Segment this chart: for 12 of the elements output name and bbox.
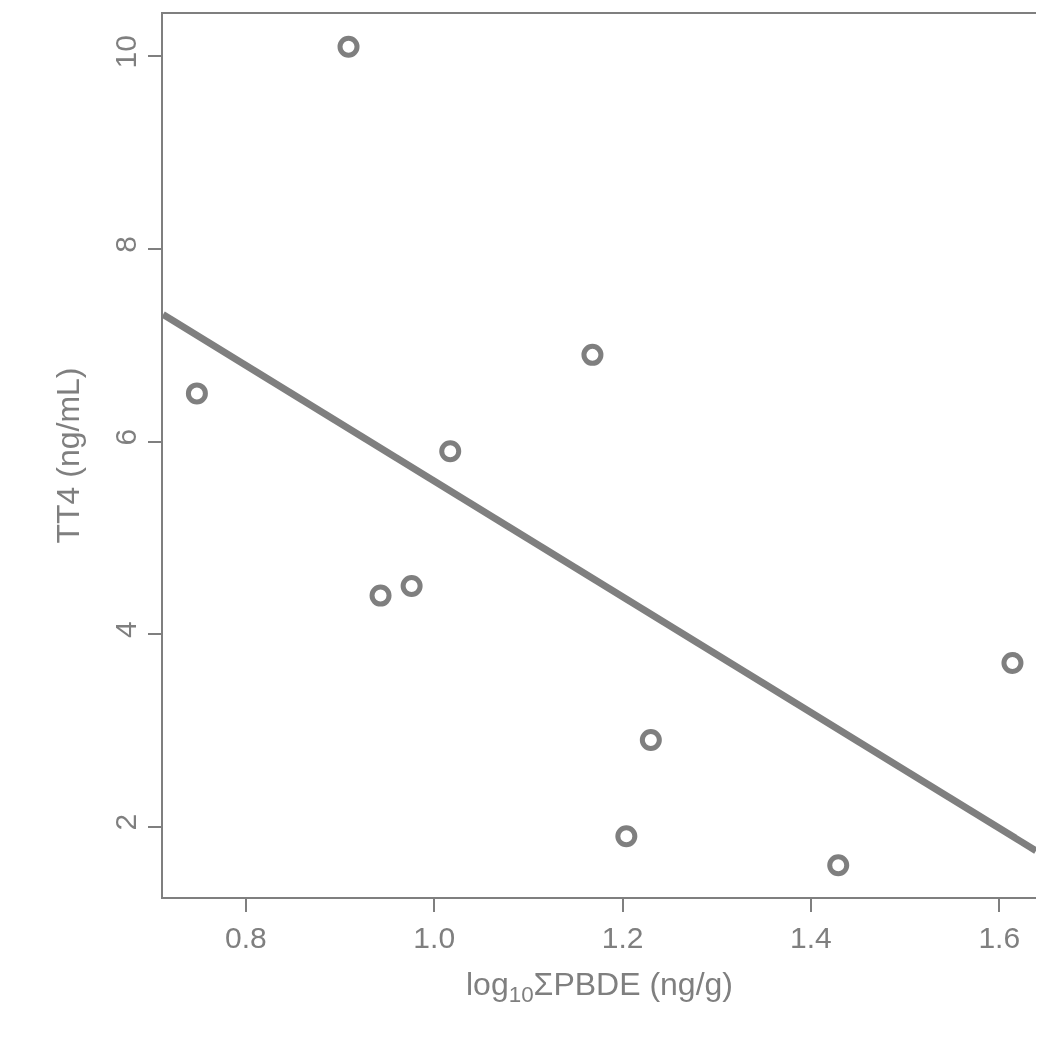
y-tick-label: 10 xyxy=(109,35,143,69)
x-tick-label: 1.6 xyxy=(978,920,1021,954)
x-tick-label: 1.0 xyxy=(413,920,456,954)
x-tick-label: 0.8 xyxy=(225,920,267,954)
y-tick-label: 4 xyxy=(109,621,143,638)
y-tick-label: 2 xyxy=(109,813,143,831)
y-tick-label: 6 xyxy=(109,428,143,446)
y-tick-label: 8 xyxy=(109,236,143,253)
y-axis-title: TT4 (ng/mL) xyxy=(50,367,87,544)
x-tick-label: 1.2 xyxy=(601,920,644,954)
x-axis-title: log$_{10}$ΣPBDE (ng/g) xyxy=(465,966,734,1007)
x-tick-label: 1.4 xyxy=(790,920,832,954)
